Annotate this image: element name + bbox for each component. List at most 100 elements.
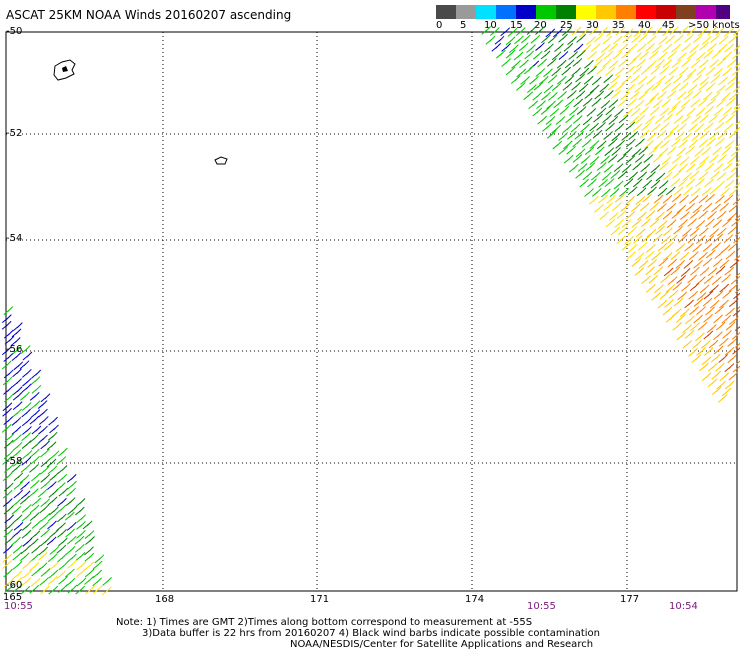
wind-barb (575, 73, 585, 83)
wind-barb (710, 34, 720, 43)
wind-barb (589, 84, 600, 94)
wind-barb (682, 339, 693, 349)
wind-barb (613, 180, 624, 190)
wind-barb (585, 162, 596, 171)
wind-barb (600, 44, 611, 54)
wind-barb (557, 91, 567, 100)
wind-barb (58, 487, 69, 497)
wind-barb (21, 402, 32, 411)
wind-barb (716, 172, 727, 181)
wind-barb (684, 329, 695, 339)
wind-barb (3, 386, 13, 395)
wind-barb (701, 186, 712, 196)
wind-barb (577, 163, 588, 172)
wind-barb (691, 115, 702, 125)
wind-barb (578, 83, 589, 93)
wind-barb (735, 159, 740, 164)
wind-barb (712, 219, 723, 228)
wind-barb (46, 458, 57, 468)
wind-barb (47, 481, 57, 490)
wind-barb (727, 354, 738, 364)
wind-barb (598, 194, 608, 204)
wind-barb (689, 155, 700, 165)
wind-barb (12, 528, 22, 538)
wind-barb (721, 92, 731, 102)
wind-barb (37, 488, 48, 498)
wind-barb (715, 195, 725, 204)
wind-speed-color-legend (436, 5, 730, 19)
wind-barb (85, 585, 95, 595)
wind-barb (39, 504, 49, 514)
lat-label-54: -54 (6, 233, 23, 244)
pass-time-center: 10:55 (527, 601, 556, 612)
pass-time-west: 10:55 (4, 601, 33, 612)
wind-barb (667, 106, 677, 115)
wind-barb (40, 440, 50, 450)
wind-barb (694, 147, 704, 157)
wind-barb (29, 463, 39, 473)
wind-barb (717, 227, 727, 237)
wind-barb (22, 450, 33, 459)
wind-barb (538, 75, 549, 85)
wind-barb (704, 106, 714, 115)
wind-barb (698, 194, 709, 204)
wind-barb (3, 450, 14, 459)
wind-barb (12, 408, 23, 418)
wind-barb (666, 146, 677, 156)
legend-label: 15 (510, 20, 523, 31)
wind-barb (687, 84, 698, 94)
wind-barb (616, 153, 627, 163)
wind-barb (723, 123, 734, 132)
wind-barb (603, 50, 614, 60)
wind-barb (690, 187, 701, 197)
wind-barb (76, 514, 87, 524)
wind-barb (605, 122, 615, 132)
wind-barb (609, 188, 620, 197)
wind-barb (713, 163, 724, 173)
wind-barb (647, 186, 657, 196)
wind-barb (589, 26, 599, 36)
wind-barb (675, 259, 686, 269)
wind-barb (678, 234, 688, 243)
wind-barb (31, 384, 42, 394)
wind-barb (49, 472, 60, 481)
wind-barb (2, 456, 12, 465)
wind-barb (513, 51, 524, 61)
wind-barb (545, 115, 556, 125)
wind-barb (593, 113, 603, 123)
wind-barb (717, 130, 728, 140)
wind-barb (680, 211, 690, 220)
wind-barb (21, 383, 32, 393)
lat-label-56: -56 (6, 344, 23, 355)
wind-barb (611, 132, 622, 142)
wind-barb (645, 115, 655, 125)
wind-barb (721, 387, 732, 397)
wind-barb (64, 511, 75, 521)
wind-barb (649, 218, 660, 228)
wind-barb (649, 106, 660, 116)
wind-barb (3, 505, 14, 515)
wind-barb (49, 450, 60, 460)
wind-barb (49, 546, 60, 555)
wind-barb (565, 98, 575, 108)
wind-barb (610, 169, 621, 179)
wind-barb (699, 156, 709, 165)
wind-barb (21, 504, 32, 513)
wind-barb (655, 115, 665, 124)
wind-barb (716, 57, 727, 67)
wind-barb (687, 218, 698, 227)
wind-barb (13, 322, 23, 332)
wind-barb (529, 75, 539, 85)
wind-barb (703, 49, 714, 59)
wind-barb (704, 235, 715, 244)
note-line-1: Note: 1) Times are GMT 2)Times along bot… (116, 617, 533, 628)
legend-label: 10 (484, 20, 497, 31)
wind-barb (719, 283, 730, 293)
wind-barb (704, 162, 715, 172)
wind-barb (683, 259, 694, 269)
wind-barb (685, 145, 695, 155)
wind-barb (705, 306, 715, 316)
wind-barb (543, 84, 554, 94)
wind-barb (40, 585, 50, 595)
wind-barb (12, 551, 23, 561)
